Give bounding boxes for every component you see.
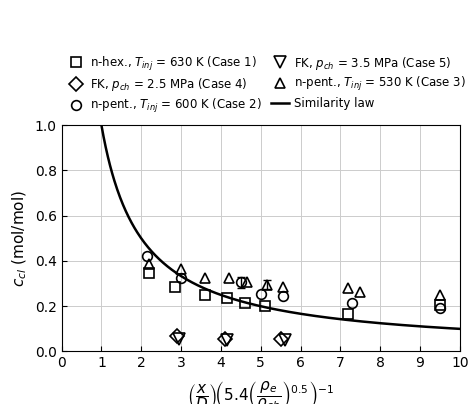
Y-axis label: $c_{cl}$ (mol/mol): $c_{cl}$ (mol/mol) <box>11 190 29 287</box>
Legend: n-hex., $T_{inj}$ = 630 K (Case 1), FK, $p_{ch}$ = 2.5 MPa (Case 4), n-pent., $T: n-hex., $T_{inj}$ = 630 K (Case 1), FK, … <box>67 55 466 115</box>
X-axis label: $\left(\dfrac{x}{D}\right)\!\left(5.4\left(\dfrac{\rho_e}{\rho_{ch}}\right)^{0.5: $\left(\dfrac{x}{D}\right)\!\left(5.4\le… <box>187 379 334 404</box>
